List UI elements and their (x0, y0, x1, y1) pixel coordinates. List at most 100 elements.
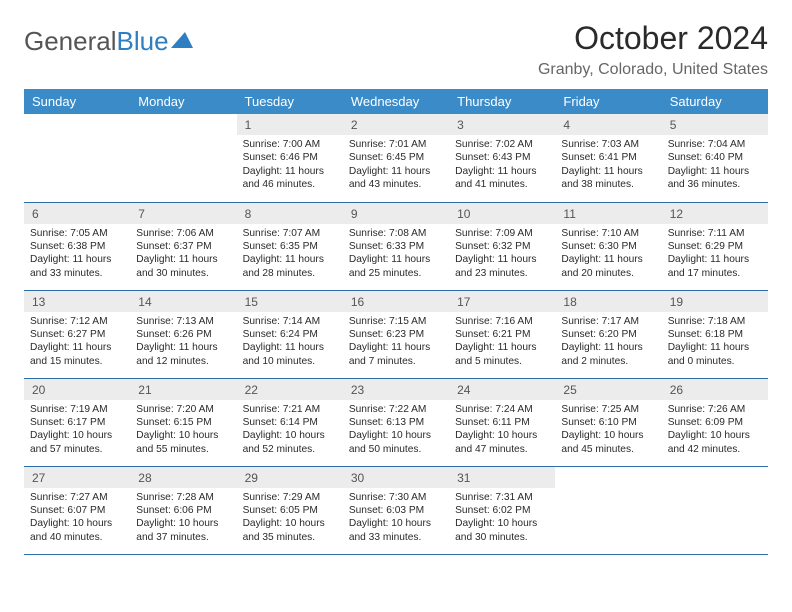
day-number: 9 (343, 203, 449, 224)
day-details: Sunrise: 7:25 AMSunset: 6:10 PMDaylight:… (555, 400, 661, 461)
sunrise-line: Sunrise: 7:04 AM (668, 138, 762, 151)
sunrise-line: Sunrise: 7:17 AM (561, 315, 655, 328)
weekday-header: Wednesday (343, 89, 449, 114)
day-number: 13 (24, 291, 130, 312)
day-details: Sunrise: 7:26 AMSunset: 6:09 PMDaylight:… (662, 400, 768, 461)
day-details: Sunrise: 7:05 AMSunset: 6:38 PMDaylight:… (24, 224, 130, 285)
day-number: 26 (662, 379, 768, 400)
calendar-table: SundayMondayTuesdayWednesdayThursdayFrid… (24, 89, 768, 555)
calendar-cell: 12Sunrise: 7:11 AMSunset: 6:29 PMDayligh… (662, 202, 768, 290)
sunset-line: Sunset: 6:40 PM (668, 151, 762, 164)
day-number: 22 (237, 379, 343, 400)
day-details: Sunrise: 7:15 AMSunset: 6:23 PMDaylight:… (343, 312, 449, 373)
calendar-cell: 1Sunrise: 7:00 AMSunset: 6:46 PMDaylight… (237, 114, 343, 202)
sunrise-line: Sunrise: 7:27 AM (30, 491, 124, 504)
daylight-line: Daylight: 11 hours and 10 minutes. (243, 341, 337, 368)
sunset-line: Sunset: 6:07 PM (30, 504, 124, 517)
sunrise-line: Sunrise: 7:20 AM (136, 403, 230, 416)
day-details: Sunrise: 7:13 AMSunset: 6:26 PMDaylight:… (130, 312, 236, 373)
calendar-cell: 13Sunrise: 7:12 AMSunset: 6:27 PMDayligh… (24, 290, 130, 378)
calendar-cell: 24Sunrise: 7:24 AMSunset: 6:11 PMDayligh… (449, 378, 555, 466)
sunrise-line: Sunrise: 7:25 AM (561, 403, 655, 416)
daylight-line: Daylight: 11 hours and 5 minutes. (455, 341, 549, 368)
day-number: 16 (343, 291, 449, 312)
day-number: 18 (555, 291, 661, 312)
sunrise-line: Sunrise: 7:29 AM (243, 491, 337, 504)
daylight-line: Daylight: 11 hours and 43 minutes. (349, 165, 443, 192)
day-details: Sunrise: 7:10 AMSunset: 6:30 PMDaylight:… (555, 224, 661, 285)
day-number: 1 (237, 114, 343, 135)
day-details: Sunrise: 7:19 AMSunset: 6:17 PMDaylight:… (24, 400, 130, 461)
day-number: 23 (343, 379, 449, 400)
calendar-cell: 20Sunrise: 7:19 AMSunset: 6:17 PMDayligh… (24, 378, 130, 466)
day-number: 30 (343, 467, 449, 488)
calendar-cell: 25Sunrise: 7:25 AMSunset: 6:10 PMDayligh… (555, 378, 661, 466)
sunset-line: Sunset: 6:26 PM (136, 328, 230, 341)
day-number: 17 (449, 291, 555, 312)
daylight-line: Daylight: 11 hours and 15 minutes. (30, 341, 124, 368)
sunset-line: Sunset: 6:23 PM (349, 328, 443, 341)
sunrise-line: Sunrise: 7:08 AM (349, 227, 443, 240)
sunset-line: Sunset: 6:21 PM (455, 328, 549, 341)
day-number: 27 (24, 467, 130, 488)
weekday-header-row: SundayMondayTuesdayWednesdayThursdayFrid… (24, 89, 768, 114)
sunrise-line: Sunrise: 7:06 AM (136, 227, 230, 240)
calendar-cell-empty (130, 114, 236, 202)
daylight-line: Daylight: 10 hours and 42 minutes. (668, 429, 762, 456)
day-details: Sunrise: 7:04 AMSunset: 6:40 PMDaylight:… (662, 135, 768, 196)
calendar-cell: 10Sunrise: 7:09 AMSunset: 6:32 PMDayligh… (449, 202, 555, 290)
title-block: October 2024 Granby, Colorado, United St… (538, 20, 768, 79)
sunset-line: Sunset: 6:09 PM (668, 416, 762, 429)
calendar-cell: 2Sunrise: 7:01 AMSunset: 6:45 PMDaylight… (343, 114, 449, 202)
calendar-cell: 23Sunrise: 7:22 AMSunset: 6:13 PMDayligh… (343, 378, 449, 466)
sunrise-line: Sunrise: 7:31 AM (455, 491, 549, 504)
calendar-cell: 28Sunrise: 7:28 AMSunset: 6:06 PMDayligh… (130, 466, 236, 554)
daylight-line: Daylight: 11 hours and 41 minutes. (455, 165, 549, 192)
sunset-line: Sunset: 6:10 PM (561, 416, 655, 429)
daylight-line: Daylight: 10 hours and 30 minutes. (455, 517, 549, 544)
sunset-line: Sunset: 6:32 PM (455, 240, 549, 253)
day-details: Sunrise: 7:14 AMSunset: 6:24 PMDaylight:… (237, 312, 343, 373)
sunset-line: Sunset: 6:11 PM (455, 416, 549, 429)
sunset-line: Sunset: 6:18 PM (668, 328, 762, 341)
day-number: 28 (130, 467, 236, 488)
sunrise-line: Sunrise: 7:10 AM (561, 227, 655, 240)
calendar-cell: 26Sunrise: 7:26 AMSunset: 6:09 PMDayligh… (662, 378, 768, 466)
sunset-line: Sunset: 6:02 PM (455, 504, 549, 517)
sunrise-line: Sunrise: 7:12 AM (30, 315, 124, 328)
sunset-line: Sunset: 6:33 PM (349, 240, 443, 253)
daylight-line: Daylight: 10 hours and 55 minutes. (136, 429, 230, 456)
daylight-line: Daylight: 11 hours and 28 minutes. (243, 253, 337, 280)
day-details: Sunrise: 7:02 AMSunset: 6:43 PMDaylight:… (449, 135, 555, 196)
sunrise-line: Sunrise: 7:07 AM (243, 227, 337, 240)
day-details: Sunrise: 7:17 AMSunset: 6:20 PMDaylight:… (555, 312, 661, 373)
day-number: 21 (130, 379, 236, 400)
calendar-cell-empty (24, 114, 130, 202)
day-details: Sunrise: 7:01 AMSunset: 6:45 PMDaylight:… (343, 135, 449, 196)
daylight-line: Daylight: 10 hours and 47 minutes. (455, 429, 549, 456)
day-details: Sunrise: 7:28 AMSunset: 6:06 PMDaylight:… (130, 488, 236, 549)
calendar-cell: 30Sunrise: 7:30 AMSunset: 6:03 PMDayligh… (343, 466, 449, 554)
sunrise-line: Sunrise: 7:02 AM (455, 138, 549, 151)
sunrise-line: Sunrise: 7:30 AM (349, 491, 443, 504)
day-number: 24 (449, 379, 555, 400)
weekday-header: Monday (130, 89, 236, 114)
daylight-line: Daylight: 10 hours and 45 minutes. (561, 429, 655, 456)
day-number: 10 (449, 203, 555, 224)
daylight-line: Daylight: 11 hours and 17 minutes. (668, 253, 762, 280)
day-number: 29 (237, 467, 343, 488)
calendar-cell: 3Sunrise: 7:02 AMSunset: 6:43 PMDaylight… (449, 114, 555, 202)
calendar-cell: 29Sunrise: 7:29 AMSunset: 6:05 PMDayligh… (237, 466, 343, 554)
day-details: Sunrise: 7:20 AMSunset: 6:15 PMDaylight:… (130, 400, 236, 461)
day-details: Sunrise: 7:30 AMSunset: 6:03 PMDaylight:… (343, 488, 449, 549)
calendar-cell: 7Sunrise: 7:06 AMSunset: 6:37 PMDaylight… (130, 202, 236, 290)
weekday-header: Tuesday (237, 89, 343, 114)
day-number: 14 (130, 291, 236, 312)
calendar-cell: 17Sunrise: 7:16 AMSunset: 6:21 PMDayligh… (449, 290, 555, 378)
day-number: 8 (237, 203, 343, 224)
sunset-line: Sunset: 6:41 PM (561, 151, 655, 164)
calendar-cell: 22Sunrise: 7:21 AMSunset: 6:14 PMDayligh… (237, 378, 343, 466)
day-number: 31 (449, 467, 555, 488)
sunset-line: Sunset: 6:13 PM (349, 416, 443, 429)
weekday-header: Thursday (449, 89, 555, 114)
